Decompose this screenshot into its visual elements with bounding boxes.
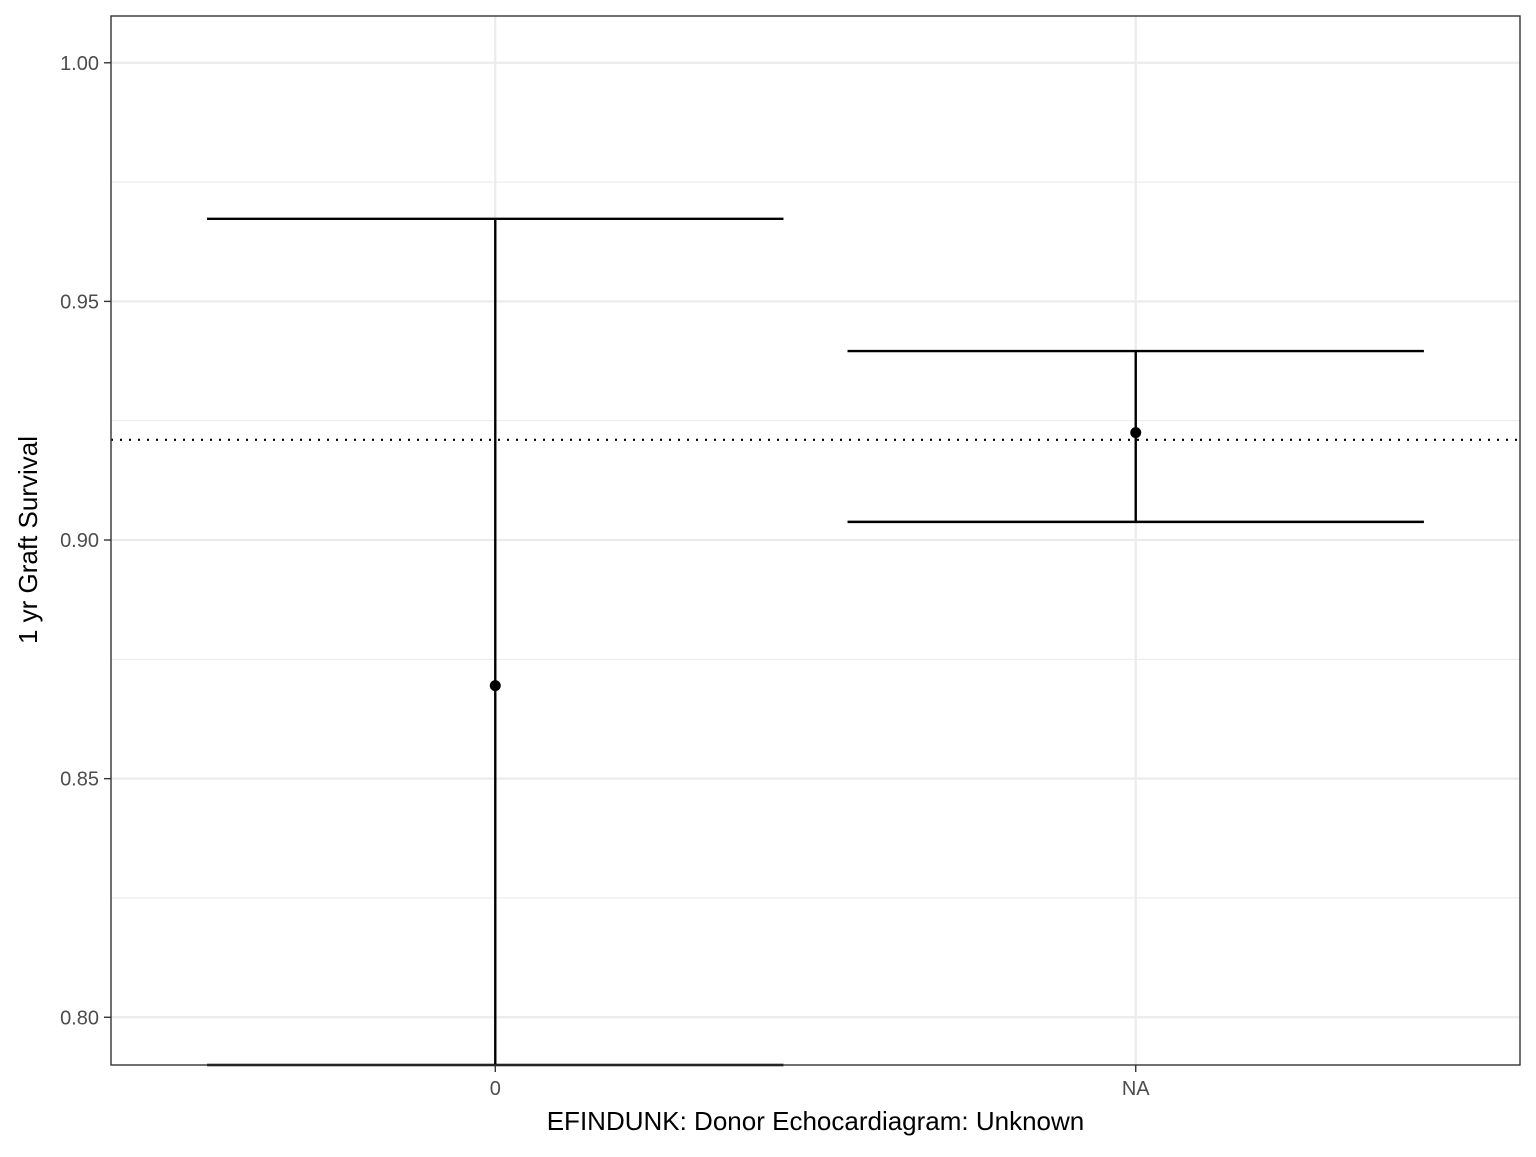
axis-layer: 0.80 0.85 0.90 0.95 1.00 0 NA: [60, 53, 1150, 1100]
y-axis-title: 1 yr Graft Survival: [13, 436, 43, 644]
x-axis-title: EFINDUNK: Donor Echocardiagram: Unknown: [547, 1106, 1085, 1136]
y-tick-label: 0.85: [60, 769, 99, 791]
point-estimate: [1130, 427, 1142, 439]
x-tick-label: NA: [1122, 1078, 1150, 1100]
y-tick-label: 0.80: [60, 1007, 99, 1029]
y-tick-label: 0.90: [60, 530, 99, 552]
y-tick-label: 1.00: [60, 53, 99, 75]
x-tick-label: 0: [490, 1078, 501, 1100]
y-tick-label: 0.95: [60, 291, 99, 313]
minor-gridlines: [111, 181, 1520, 899]
point-estimate: [489, 680, 501, 692]
